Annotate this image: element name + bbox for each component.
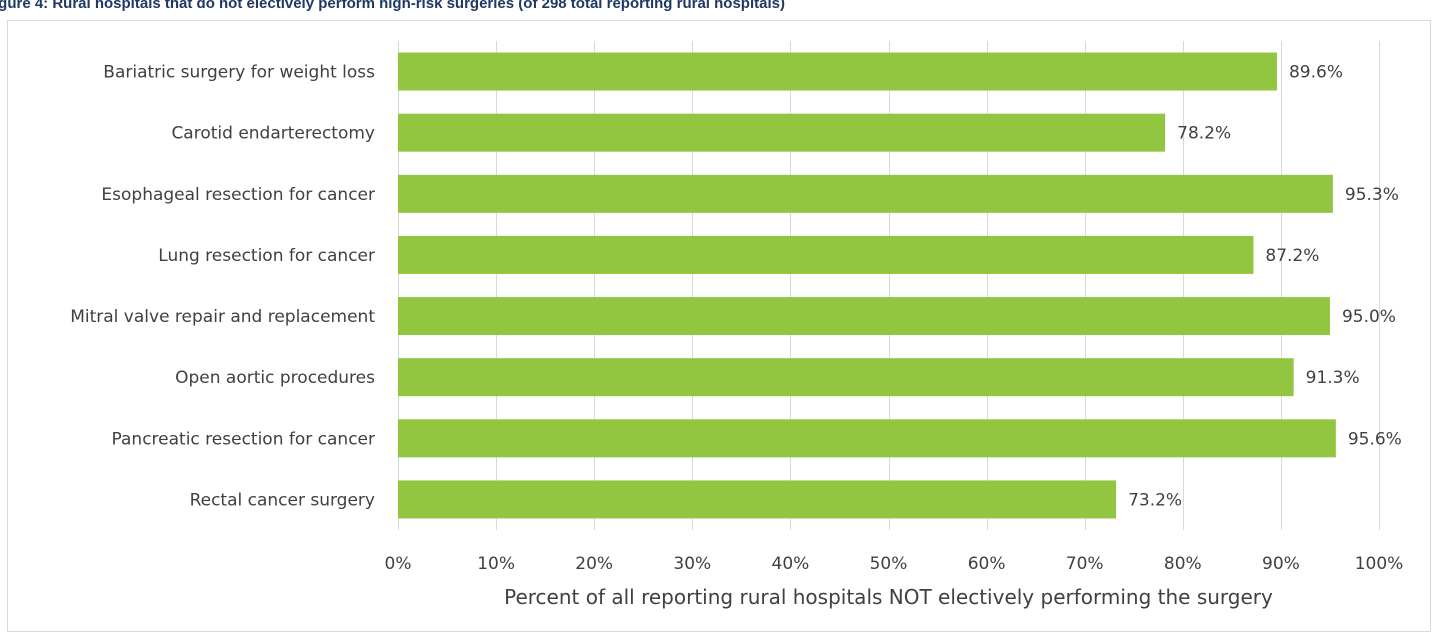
bar <box>398 52 1277 91</box>
bar <box>398 235 1254 274</box>
data-label: 91.3% <box>1306 368 1360 388</box>
bar <box>398 297 1330 336</box>
bar <box>398 113 1166 152</box>
x-tick-label: 100% <box>1355 554 1404 574</box>
bar <box>398 419 1336 458</box>
data-label: 89.6% <box>1289 63 1343 83</box>
data-label: 95.6% <box>1348 429 1402 449</box>
x-tick-label: 0% <box>385 554 412 574</box>
x-tick-label: 10% <box>477 554 515 574</box>
data-label: 73.2% <box>1128 490 1182 510</box>
category-label: Esophageal resection for cancer <box>101 185 375 205</box>
x-axis-title: Percent of all reporting rural hospitals… <box>504 585 1273 609</box>
x-tick-label: 40% <box>772 554 810 574</box>
bars <box>398 52 1336 519</box>
x-tick-label: 50% <box>870 554 908 574</box>
category-label: Lung resection for cancer <box>158 246 375 266</box>
data-label: 87.2% <box>1265 246 1319 266</box>
x-tick-label: 90% <box>1262 554 1300 574</box>
x-tick-label: 60% <box>968 554 1006 574</box>
bar-chart: 0% 10% 20% 30% 40% 50% 60% 70% 80% 90% 100% Bariatr… <box>70 41 1403 609</box>
bar <box>398 358 1294 397</box>
category-label: Pancreatic resection for cancer <box>112 429 375 449</box>
data-label: 95.0% <box>1342 307 1396 327</box>
labels: 0% 10% 20% 30% 40% 50% 60% 70% 80% 90% 100% Bariatr… <box>70 63 1403 574</box>
data-label: 95.3% <box>1345 185 1399 205</box>
bar <box>398 174 1333 213</box>
data-label: 78.2% <box>1177 124 1231 144</box>
bar <box>398 480 1117 519</box>
category-label: Carotid endarterectomy <box>171 124 375 144</box>
x-tick-label: 80% <box>1164 554 1202 574</box>
chart-frame: 0% 10% 20% 30% 40% 50% 60% 70% 80% 90% 100% Bariatr… <box>7 20 1431 632</box>
x-tick-label: 30% <box>673 554 711 574</box>
figure-title: igure 4: Rural hospitals that do not ele… <box>0 0 785 12</box>
category-label: Open aortic procedures <box>175 368 375 388</box>
category-label: Bariatric surgery for weight loss <box>103 63 375 83</box>
category-label: Mitral valve repair and replacement <box>70 307 375 327</box>
category-label: Rectal cancer surgery <box>190 490 375 510</box>
x-tick-label: 70% <box>1066 554 1104 574</box>
x-tick-label: 20% <box>575 554 613 574</box>
